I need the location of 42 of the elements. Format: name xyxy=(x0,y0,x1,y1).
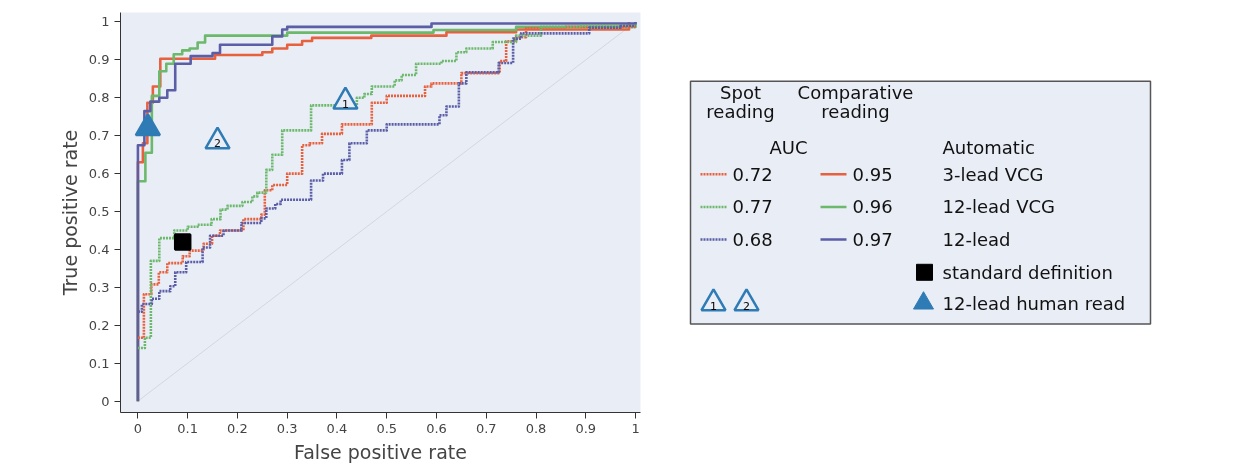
y-axis-title: True positive rate xyxy=(58,129,81,297)
x-tick-label: 0.6 xyxy=(426,420,447,436)
annotation: 2 xyxy=(214,137,222,151)
text: 1 xyxy=(710,299,717,313)
y-tick-label: 0.2 xyxy=(88,317,110,333)
legend-label: 0.77 xyxy=(732,196,773,218)
y-tick-label: 0.5 xyxy=(88,204,110,220)
text: AUC xyxy=(769,137,808,159)
text: 12-lead VCG xyxy=(942,196,1055,218)
text: 12-lead xyxy=(942,229,1011,251)
x-tick-label: 0.9 xyxy=(575,420,597,436)
legend-label: 0.96 xyxy=(852,196,893,218)
legend-label: standard definition xyxy=(942,261,1113,283)
y-tick-label: 0.4 xyxy=(88,241,110,257)
y-tick-label: 0.9 xyxy=(88,52,110,68)
annotation: 1 xyxy=(341,97,349,111)
y-tick-label: 0.1 xyxy=(88,355,110,371)
y-tick-label: 0.3 xyxy=(88,279,110,295)
y-tick-label: 0.6 xyxy=(88,166,110,182)
x-tick-label: 0 xyxy=(133,420,143,436)
x-tick-label: 0.7 xyxy=(475,420,497,436)
text: Automatic xyxy=(942,137,1035,159)
x-tick-label: 1 xyxy=(631,420,640,436)
y-tick-label: 1 xyxy=(101,14,110,30)
y-tick-label: 0 xyxy=(101,393,110,409)
x-axis-title: False positive rate xyxy=(294,440,467,463)
x-tick-label: 0.2 xyxy=(227,420,248,436)
legend-label: 0.95 xyxy=(852,163,893,185)
y-tick-label: 0.8 xyxy=(88,90,110,106)
x-tick-label: 0.4 xyxy=(326,420,348,436)
legend-label: 0.97 xyxy=(852,229,893,251)
y-tick-label: 0.7 xyxy=(88,128,110,144)
text: Comparative reading xyxy=(797,82,914,122)
x-tick-label: 0.8 xyxy=(525,420,547,436)
legend-label: 0.72 xyxy=(732,163,773,185)
text: 3-lead VCG xyxy=(942,163,1044,185)
legend-label: 12-lead human read xyxy=(942,292,1126,314)
legend-label: 0.68 xyxy=(732,229,773,251)
x-tick-label: 0.1 xyxy=(177,420,199,436)
x-tick-label: 0.3 xyxy=(276,420,298,436)
x-tick-label: 0.5 xyxy=(376,420,398,436)
text: Spot reading xyxy=(706,82,775,122)
